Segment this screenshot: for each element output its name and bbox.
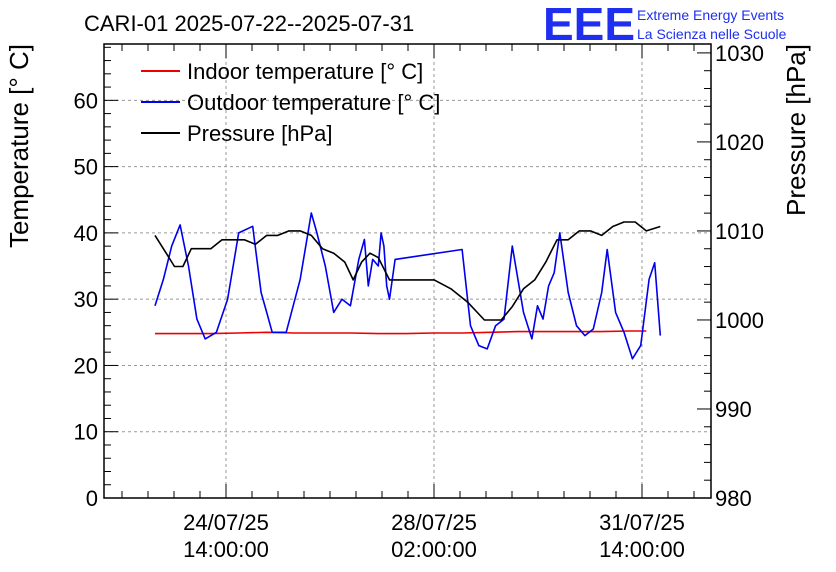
legend-label-outdoor: Outdoor temperature [° C] [187, 90, 440, 115]
legend-label-pressure: Pressure [hPa] [187, 121, 333, 146]
x-tick-date: 31/07/25 [599, 510, 685, 535]
series-line-0 [155, 330, 647, 335]
x-tick-date: 28/07/25 [391, 510, 477, 535]
y-tick-label: 20 [74, 353, 98, 378]
y2-tick-label: 980 [715, 486, 752, 511]
eee-logo: EEE Extreme Energy Events La Scienza nel… [543, 0, 787, 50]
y2-tick-label: 1030 [715, 41, 764, 66]
y-tick-label: 0 [86, 486, 98, 511]
plot-frame [103, 43, 712, 499]
y-axis-label: Temperature [° C] [4, 44, 34, 248]
logo-line-2: La Scienza nelle Scuole [637, 26, 787, 42]
x-tick-time: 14:00:00 [599, 537, 685, 562]
logo-mark: EEE [543, 0, 635, 50]
series-line-1 [154, 212, 662, 360]
chart-title: CARI-01 2025-07-22--2025-07-31 [84, 11, 414, 36]
y-tick-label: 40 [74, 221, 98, 246]
y-tick-label: 30 [74, 287, 98, 312]
y2-tick-label: 1010 [715, 219, 764, 244]
x-tick-time: 02:00:00 [391, 537, 477, 562]
x-tick-date: 24/07/25 [183, 510, 269, 535]
y-tick-label: 50 [74, 155, 98, 180]
y-tick-label: 10 [74, 420, 98, 445]
legend-label-indoor: Indoor temperature [° C] [187, 59, 423, 84]
legend: Indoor temperature [° C] Outdoor tempera… [141, 59, 440, 146]
y2-tick-label: 1020 [715, 130, 764, 155]
axis-ticks: 0102030405060980990100010101020103024/07… [74, 41, 764, 562]
series-lines [154, 212, 662, 360]
y2-tick-label: 1000 [715, 308, 764, 333]
x-tick-time: 14:00:00 [183, 537, 269, 562]
grid-lines [104, 44, 711, 498]
y2-axis-label: Pressure [hPa] [781, 44, 811, 216]
logo-line-1: Extreme Energy Events [637, 7, 784, 23]
y-tick-label: 60 [74, 88, 98, 113]
y2-tick-label: 990 [715, 397, 752, 422]
series-line-2 [154, 221, 661, 321]
